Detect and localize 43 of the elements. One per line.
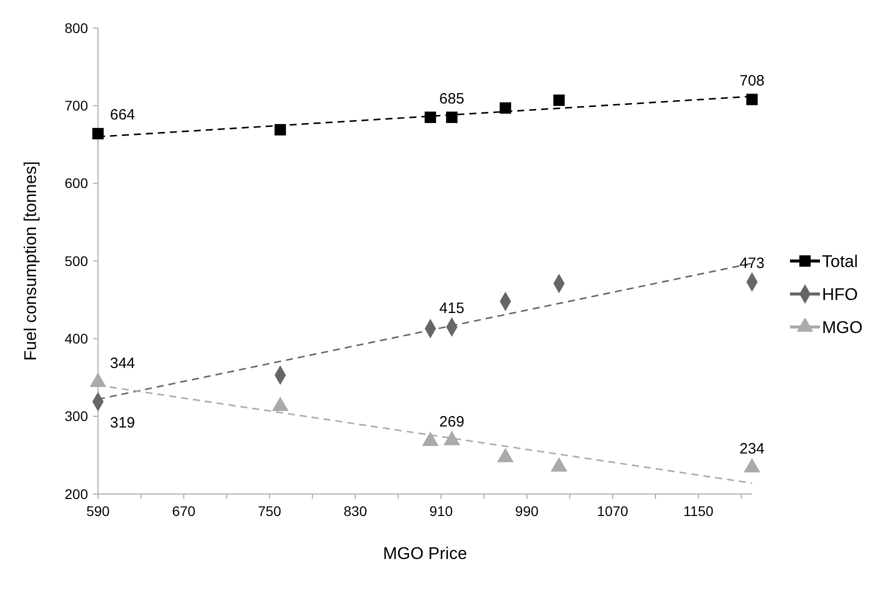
point (90, 372, 106, 387)
x-tick-label: 910 (429, 503, 453, 519)
data-label: 708 (739, 72, 765, 90)
y-tick-label: 200 (64, 486, 88, 502)
point (744, 458, 760, 472)
point (92, 128, 104, 140)
point (272, 396, 289, 412)
y-tick-label: 600 (64, 175, 88, 192)
legend-label: Total (822, 252, 858, 271)
point (497, 448, 514, 462)
y-tick-label: 400 (64, 330, 88, 347)
x-tick-label: 750 (258, 503, 282, 519)
data-label: 234 (739, 440, 765, 458)
x-tick-label: 1070 (597, 503, 628, 519)
data-label: 344 (110, 355, 136, 372)
data-label: 664 (110, 106, 136, 124)
point (553, 94, 565, 106)
point (500, 102, 512, 114)
x-tick-label: 830 (344, 503, 368, 519)
data-label: 269 (439, 413, 464, 430)
y-tick-label: 700 (64, 98, 88, 114)
x-tick-label: 590 (86, 503, 110, 519)
point (550, 457, 568, 472)
x-tick-label: 1150 (683, 503, 714, 519)
point (274, 124, 286, 136)
point (443, 430, 460, 446)
point (424, 112, 436, 124)
data-label: 415 (439, 300, 464, 318)
y-tick-label: 300 (64, 408, 88, 424)
legend-label: MGO (822, 318, 863, 337)
x-axis-title: MGO Price (382, 544, 468, 563)
data-label: 685 (439, 90, 464, 108)
y-tick-label: 800 (64, 20, 88, 36)
x-tick-label: 670 (172, 503, 196, 519)
point (422, 432, 439, 446)
y-tick-label: 500 (64, 252, 88, 269)
y-axis-title: Fuel consumption [tonnes] (21, 161, 40, 361)
data-label: 319 (110, 414, 136, 432)
legend-label: HFO (822, 284, 858, 304)
x-tick-label: 990 (515, 503, 539, 519)
point (746, 94, 758, 106)
point (446, 112, 458, 124)
data-label: 473 (739, 254, 765, 272)
